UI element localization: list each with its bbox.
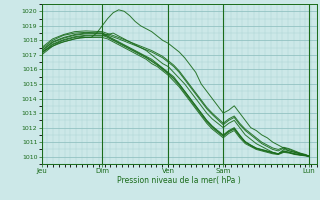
X-axis label: Pression niveau de la mer( hPa ): Pression niveau de la mer( hPa )	[117, 176, 241, 185]
